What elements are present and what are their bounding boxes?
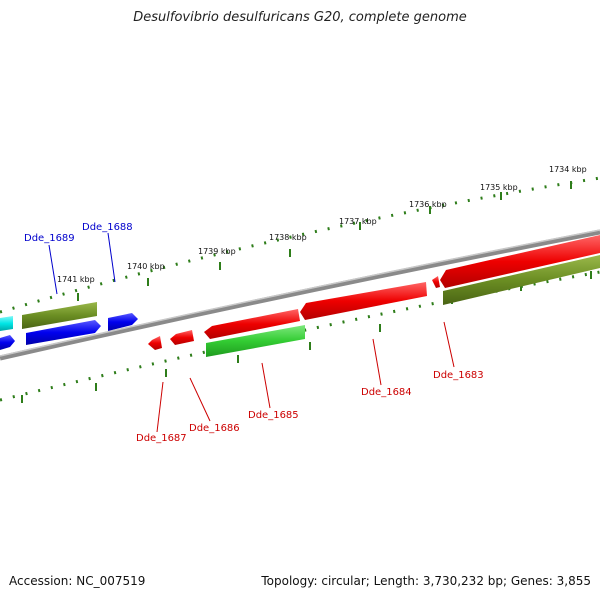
map-title: Desulfovibrio desulfuricans G20, complet…: [133, 10, 467, 25]
gene-dde-1686-arrow[interactable]: [170, 330, 194, 345]
gene-small-red-arrow[interactable]: [432, 276, 440, 288]
kbp-label: 1738 kbp: [269, 233, 307, 242]
gene-label-dde-1684[interactable]: Dde_1684: [361, 338, 412, 398]
kbp-label: 1739 kbp: [198, 247, 236, 256]
svg-text:Dde_1686: Dde_1686: [189, 423, 240, 434]
svg-text:Dde_1683: Dde_1683: [433, 370, 484, 381]
svg-text:Dde_1687: Dde_1687: [136, 433, 187, 444]
gene-olive-upper-right[interactable]: [443, 255, 600, 305]
gene-label-dde-1687[interactable]: Dde_1687: [136, 381, 187, 444]
accession-text: Accession: NC_007519: [9, 574, 146, 588]
svg-text:Dde_1688: Dde_1688: [82, 222, 133, 233]
kbp-label: 1737 kbp: [339, 217, 377, 226]
gene-label-dde-1683[interactable]: Dde_1683: [433, 321, 484, 381]
kbp-label: 1741 kbp: [57, 275, 95, 284]
gene-label-dde-1688[interactable]: Dde_1688: [82, 222, 133, 283]
gene-dde-1683-arrow[interactable]: [440, 235, 600, 288]
upper-major-ticks: [77, 181, 572, 301]
gene-dde-1689-arrow[interactable]: [0, 335, 15, 350]
gene-olive-upper-left[interactable]: [22, 302, 97, 329]
gene-blue-small-arrow[interactable]: [108, 313, 138, 331]
svg-text:Dde_1685: Dde_1685: [248, 410, 299, 421]
genome-summary: Topology: circular; Length: 3,730,232 bp…: [261, 574, 591, 588]
svg-text:Dde_1689: Dde_1689: [24, 233, 75, 244]
kbp-label: 1734 kbp: [549, 165, 587, 174]
kbp-label: 1736 kbp: [409, 200, 447, 209]
kbp-label: 1740 kbp: [127, 262, 165, 271]
svg-text:Dde_1684: Dde_1684: [361, 387, 412, 398]
kbp-labels: 1734 kbp 1735 kbp 1736 kbp 1737 kbp 1738…: [57, 165, 587, 284]
gene-label-dde-1685[interactable]: Dde_1685: [248, 362, 299, 421]
gene-dde-1685-arrow[interactable]: [204, 309, 300, 339]
genome-backbone: [0, 229, 600, 361]
gene-label-dde-1686[interactable]: Dde_1686: [189, 377, 240, 434]
gene-dde-1684-arrow[interactable]: [300, 282, 427, 320]
gene-label-dde-1689[interactable]: Dde_1689: [24, 233, 75, 295]
kbp-label: 1735 kbp: [480, 183, 518, 192]
gene-dde-1688-arrow[interactable]: [26, 320, 101, 345]
gene-cyan[interactable]: [0, 316, 13, 331]
gene-green-lower[interactable]: [206, 325, 305, 357]
gene-dde-1687-arrow[interactable]: [148, 336, 162, 350]
